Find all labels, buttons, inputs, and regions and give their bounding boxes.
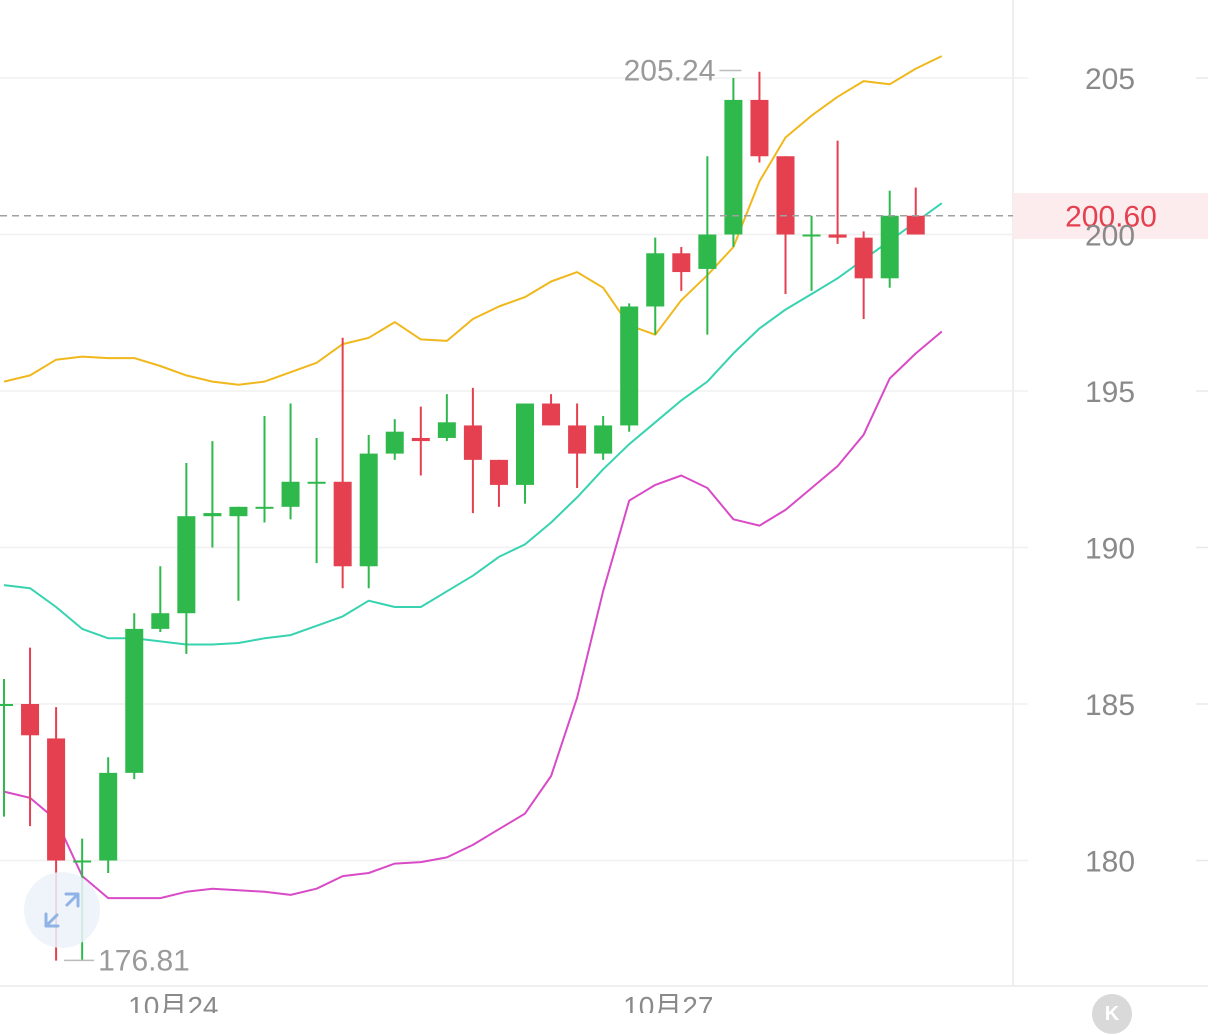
y-tick-label: 200 <box>1085 220 1135 253</box>
candle <box>594 416 613 460</box>
candle <box>359 434 378 589</box>
y-tick-label: 205 <box>1085 63 1135 96</box>
candle <box>802 215 821 291</box>
candle <box>698 156 717 335</box>
candle-body <box>203 513 222 517</box>
candle <box>516 403 534 504</box>
candle-body <box>724 99 743 235</box>
candle-body <box>750 99 769 157</box>
candle-body <box>73 860 92 863</box>
candle <box>281 403 300 520</box>
candle-body <box>125 628 144 773</box>
high-marker-label: 205.24 <box>624 54 716 87</box>
low-marker-label: 176.81 <box>98 944 190 977</box>
candle <box>177 462 196 654</box>
current-price-label: 200.60 <box>1065 201 1157 234</box>
candle-body <box>854 237 873 279</box>
candle <box>776 156 795 294</box>
candle-body <box>151 613 170 629</box>
candle <box>307 437 326 564</box>
candle <box>21 647 40 827</box>
candle-body <box>99 772 118 861</box>
y-tick-label: 195 <box>1085 376 1135 409</box>
candle-body <box>177 516 196 614</box>
candle <box>828 140 847 244</box>
candle <box>880 190 899 288</box>
candle <box>0 678 13 817</box>
candle <box>646 237 665 335</box>
candle <box>672 247 691 291</box>
candle-body <box>229 506 248 517</box>
candle-body <box>594 425 613 454</box>
current-price: 200.60 <box>0 201 1157 234</box>
candle-body <box>437 422 456 438</box>
x-axis-label: 10月27 <box>623 991 713 1013</box>
candle <box>333 337 352 589</box>
x-axis-labels: 10月24 10月27 <box>128 991 713 1013</box>
candle-body <box>307 481 326 484</box>
candle <box>151 566 170 633</box>
grid-lines <box>0 77 1208 862</box>
candle-body <box>0 704 13 706</box>
bollinger-bands <box>3 55 943 900</box>
candle <box>724 78 743 248</box>
kline-switch-icon[interactable]: K <box>1092 994 1132 1034</box>
candle-body <box>516 403 534 485</box>
candle-body <box>620 306 639 426</box>
candle-body <box>411 437 430 442</box>
candle-body <box>672 253 691 273</box>
current-price-highlight <box>1013 193 1208 239</box>
expand-chart-button[interactable] <box>24 872 100 948</box>
candle-body <box>255 506 274 509</box>
candles <box>0 71 925 961</box>
y-tick-label: 185 <box>1085 689 1135 722</box>
candle-body <box>880 215 899 279</box>
lower-band-line <box>3 330 943 900</box>
y-tick-label: 190 <box>1085 533 1135 566</box>
candle <box>99 757 118 874</box>
y-axis-ticks: 180 185 190 195 200 205 <box>1085 63 1135 879</box>
candle-body <box>281 481 300 507</box>
expand-icon <box>44 892 80 928</box>
candle <box>125 613 144 780</box>
candle-body <box>698 234 717 269</box>
candle-body <box>542 403 561 426</box>
candle-body <box>802 234 821 237</box>
candle <box>568 403 587 489</box>
x-axis-label: 10月24 <box>128 991 218 1013</box>
candle <box>750 71 769 163</box>
candle-body <box>828 234 847 238</box>
upper-band-line <box>3 55 943 386</box>
candle <box>620 303 639 432</box>
candlestick-chart: 205.24 176.81 200.60 180 185 190 195 200 205 1… <box>0 0 1208 1013</box>
candle <box>854 231 873 320</box>
candle-body <box>385 431 404 454</box>
y-tick-label: 180 <box>1085 846 1135 879</box>
candle <box>229 506 248 601</box>
candle-body <box>333 481 352 567</box>
candle-body <box>21 704 40 736</box>
candle <box>906 187 925 235</box>
candle <box>437 394 456 442</box>
middle-band-line <box>3 202 943 646</box>
candle <box>203 441 222 548</box>
candle-body <box>906 215 925 235</box>
candle-body <box>47 738 66 861</box>
candle <box>411 406 430 476</box>
candle-body <box>463 425 482 460</box>
candle <box>489 459 508 507</box>
candle <box>463 387 482 514</box>
candle <box>255 416 274 523</box>
candle <box>542 394 561 426</box>
candle-body <box>489 459 508 485</box>
candle-body <box>776 156 795 235</box>
candle-body <box>646 253 665 307</box>
candle-body <box>359 453 378 567</box>
candle-body <box>568 425 587 454</box>
candle <box>385 419 404 460</box>
extreme-markers: 205.24 176.81 <box>64 54 742 977</box>
